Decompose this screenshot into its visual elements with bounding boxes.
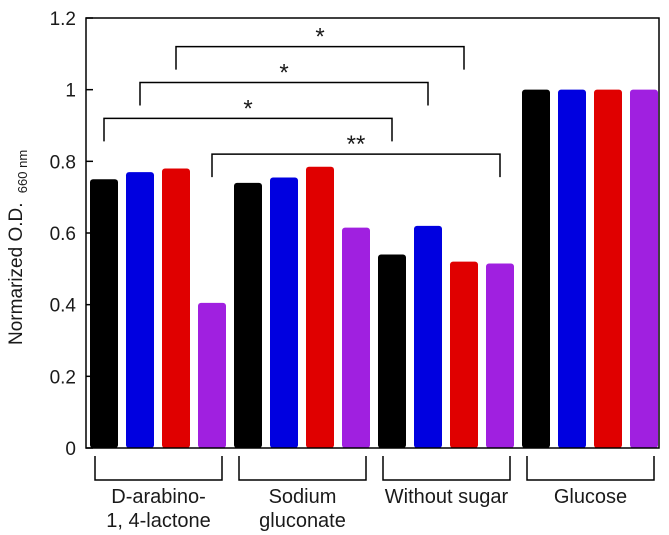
significance-brackets: ***** [103, 24, 501, 178]
bar-group2-series4 [342, 227, 370, 448]
bar-group4-series4 [630, 89, 658, 449]
bar-group3-series4 [486, 263, 514, 448]
significance-bracket [175, 45, 465, 70]
y-tick-label: 1.2 [50, 9, 76, 30]
significance-bracket [211, 153, 501, 178]
bar-group1-series2 [126, 172, 154, 449]
bar-group3-series1 [378, 254, 406, 448]
x-category-label: 1, 4-lactone [106, 510, 211, 532]
bar-group4-series1 [522, 89, 550, 449]
bar-group2-series1 [234, 182, 262, 449]
y-axis-label-main: Normarized O.D. [6, 202, 27, 345]
x-category-label: gluconate [259, 510, 346, 532]
x-category-label: Without sugar [385, 486, 509, 508]
x-group-bracket [238, 456, 367, 481]
x-group-bracket [382, 456, 511, 481]
bar-group2-series2 [270, 177, 298, 449]
x-group-bracket [94, 456, 223, 481]
bar-group2-series3 [306, 166, 334, 449]
y-axis-label-subscript: 660 nm [15, 150, 30, 193]
bar-group1-series4 [198, 302, 226, 448]
bar-group4-series3 [594, 89, 622, 449]
x-category-label: Glucose [554, 486, 627, 508]
significance-bracket [103, 117, 393, 142]
significance-marker: * [243, 95, 252, 122]
bar-group3-series3 [450, 261, 478, 448]
x-category-label: Sodium [269, 486, 337, 508]
y-axis-label: Normarized O.D. 660 nm [6, 150, 30, 345]
y-tick-label: 0.8 [50, 152, 76, 173]
bars [90, 89, 658, 449]
y-axis: 0 0.2 0.4 0.6 0.8 1 1.2 [50, 9, 93, 460]
bar-group1-series3 [162, 168, 190, 448]
significance-bracket [139, 81, 429, 106]
y-tick-label: 0.6 [50, 224, 76, 245]
x-category-label: D-arabino- [111, 486, 205, 508]
significance-marker: * [279, 60, 288, 87]
bar-group4-series2 [558, 89, 586, 449]
y-tick-label: 0 [65, 439, 76, 460]
significance-marker: ** [347, 131, 366, 158]
bar-group3-series2 [414, 225, 442, 448]
y-tick-label: 0.2 [50, 367, 76, 388]
y-tick-label: 1 [65, 81, 76, 102]
significance-marker: * [315, 24, 324, 51]
x-group-bracket [526, 456, 655, 481]
bar-group1-series1 [90, 179, 118, 448]
y-tick-label: 0.4 [50, 296, 77, 317]
